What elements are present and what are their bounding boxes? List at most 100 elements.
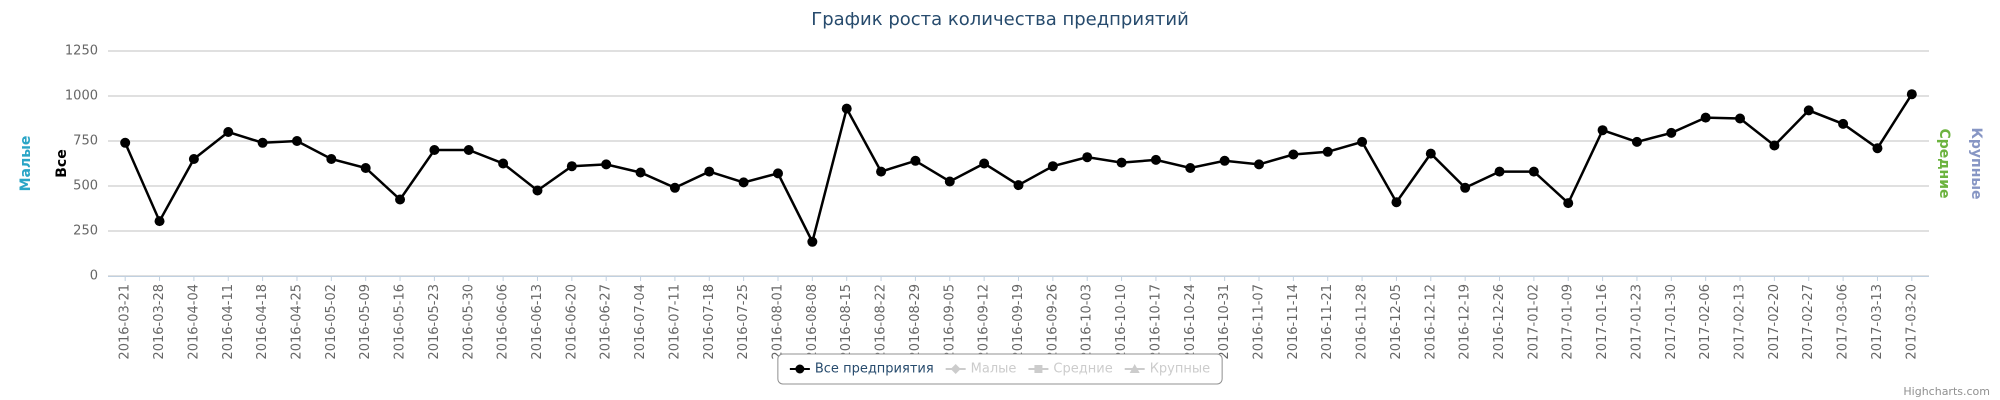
x-tick-label: 2016-10-24 (1183, 284, 1198, 360)
chart-title: График роста количества предприятий (811, 9, 1189, 30)
series-line (124, 93, 1913, 246)
legend-item[interactable]: Крупные (1124, 362, 1210, 377)
data-point (772, 168, 783, 179)
data-point (120, 137, 131, 148)
data-point (463, 145, 474, 155)
data-point (1254, 159, 1265, 170)
x-tick-label: 2016-08-15 (839, 284, 854, 360)
x-tick-label: 2017-02-20 (1767, 284, 1782, 360)
data-point (1666, 127, 1677, 138)
data-point (395, 194, 406, 205)
x-tick-label: 2016-07-11 (667, 284, 682, 360)
x-tick-label: 2016-12-05 (1389, 284, 1404, 360)
x-tick-label: 2017-02-13 (1733, 284, 1748, 360)
x-tick-label: 2017-03-06 (1836, 284, 1851, 360)
data-point (704, 166, 715, 177)
x-tick-label: 2016-12-12 (1423, 284, 1438, 360)
data-point (738, 177, 749, 188)
x-tick-label: 2016-06-27 (599, 284, 614, 360)
x-tick-label: 2016-11-07 (1252, 284, 1267, 360)
y-tick-label: 250 (73, 224, 98, 239)
x-tick-label: 2016-05-30 (461, 284, 476, 360)
data-point (257, 137, 268, 148)
x-tick-label: 2016-05-09 (358, 284, 373, 360)
x-tick-label: 2016-04-04 (186, 284, 201, 360)
x-tick-label: 2016-08-22 (874, 284, 889, 360)
x-tick-label: 2017-01-23 (1629, 284, 1644, 360)
axis-title: Все (54, 149, 70, 177)
x-tick-label: 2016-04-11 (221, 284, 236, 360)
x-tick-label: 2017-01-30 (1664, 284, 1679, 360)
data-point (1357, 136, 1368, 147)
data-point (635, 167, 646, 178)
x-tick-label: 2016-12-26 (1492, 284, 1507, 360)
data-point (1082, 152, 1093, 163)
data-point (944, 176, 955, 187)
credits[interactable]: Highcharts.com (1903, 385, 1990, 398)
data-point (807, 236, 818, 247)
data-point (1391, 197, 1402, 208)
data-point (188, 154, 199, 164)
data-point (1735, 113, 1746, 124)
data-point (601, 159, 612, 170)
x-tick-label: 2016-10-31 (1217, 284, 1232, 360)
data-point (532, 185, 543, 196)
x-tick-label: 2016-06-06 (496, 284, 511, 360)
axis-title: Средние (1936, 128, 1952, 198)
x-tick-label: 2016-05-23 (427, 284, 442, 360)
y-tick-label: 500 (73, 179, 98, 194)
data-point (1288, 149, 1299, 160)
x-tick-label: 2016-09-26 (1045, 284, 1060, 360)
x-tick-label: 2016-09-19 (1011, 284, 1026, 360)
data-point (1219, 155, 1230, 166)
legend-marker (1034, 365, 1043, 373)
y-tick-label: 750 (73, 134, 98, 149)
x-tick-label: 2016-11-28 (1355, 284, 1370, 360)
y-tick-label: 0 (90, 269, 98, 284)
legend: Все предприятия Малые Средние Крупные (777, 353, 1223, 385)
x-tick-label: 2016-11-21 (1320, 284, 1335, 360)
x-tick-label: 2016-05-16 (393, 284, 408, 360)
data-point (429, 145, 440, 155)
data-point (1597, 125, 1608, 136)
data-point (291, 136, 302, 146)
x-tick-label: 2016-07-04 (633, 284, 648, 360)
data-point (1838, 118, 1849, 129)
data-point (1563, 198, 1574, 209)
data-point (876, 166, 887, 177)
legend-item[interactable]: Все предприятия (789, 362, 934, 377)
legend-item[interactable]: Малые (945, 362, 1017, 377)
legend-item[interactable]: Средние (1028, 362, 1113, 377)
data-point (154, 216, 165, 227)
x-tick-label: 2016-06-20 (564, 284, 579, 360)
legend-label: Все предприятия (815, 362, 934, 377)
legend-label: Средние (1053, 362, 1112, 377)
x-tick-label: 2017-02-06 (1698, 284, 1713, 360)
legend-marker (950, 364, 961, 374)
x-tick-label: 2016-08-08 (805, 284, 820, 360)
data-point (979, 158, 990, 169)
data-point (841, 103, 852, 114)
x-tick-label: 2016-07-18 (702, 284, 717, 360)
x-tick-label: 2017-01-02 (1526, 284, 1541, 360)
x-tick-label: 2016-11-14 (1286, 284, 1301, 360)
x-tick-label: 2017-02-27 (1801, 284, 1816, 360)
data-point (1322, 146, 1333, 157)
data-point (1631, 136, 1642, 147)
x-tick-label: 2017-01-09 (1561, 284, 1576, 360)
x-tick-label: 2016-07-25 (736, 284, 751, 360)
legend-label: Крупные (1150, 362, 1210, 377)
x-tick-label: 2016-04-25 (289, 284, 304, 360)
data-point (1460, 182, 1471, 193)
data-point (1116, 157, 1127, 168)
x-tick-label: 2016-10-03 (1080, 284, 1095, 360)
data-point (1150, 154, 1161, 165)
data-point (1494, 166, 1505, 177)
x-tick-label: 2016-09-12 (977, 284, 992, 360)
x-tick-label: 2017-03-13 (1870, 284, 1885, 360)
data-point (1906, 89, 1917, 100)
data-point (1769, 140, 1780, 151)
x-tick-label: 2016-10-17 (1148, 284, 1163, 360)
legend-marker (1129, 364, 1140, 373)
